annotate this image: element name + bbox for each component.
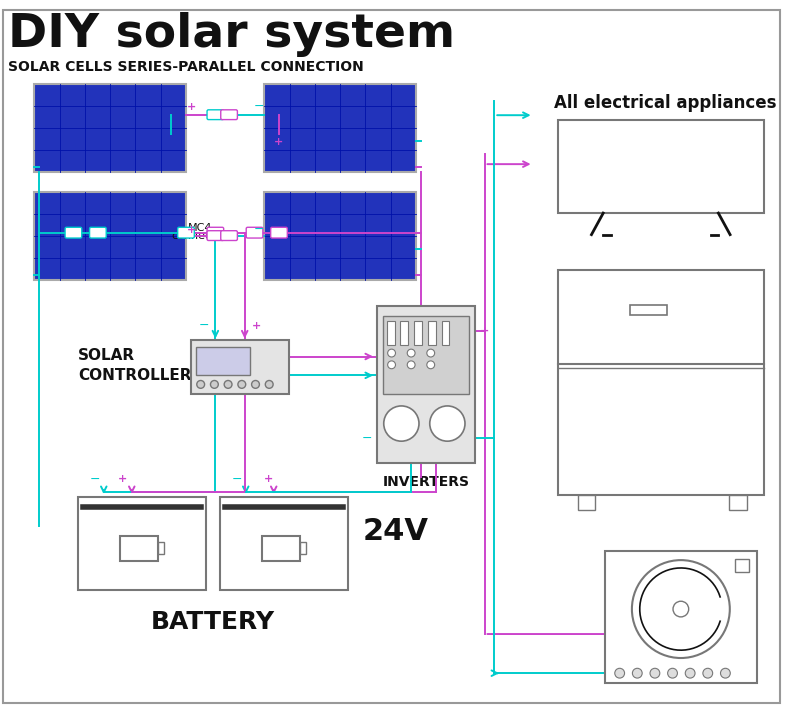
Text: +: + xyxy=(274,137,284,147)
FancyBboxPatch shape xyxy=(65,227,82,238)
Circle shape xyxy=(703,668,713,678)
Bar xyxy=(578,495,595,510)
Bar xyxy=(299,543,306,554)
Bar xyxy=(34,192,186,279)
Circle shape xyxy=(388,361,395,369)
Circle shape xyxy=(197,381,205,389)
Text: BATTERY: BATTERY xyxy=(151,610,275,634)
Circle shape xyxy=(632,560,730,658)
Bar xyxy=(735,559,749,573)
Bar xyxy=(264,84,416,172)
Circle shape xyxy=(266,381,273,389)
Bar xyxy=(158,543,165,554)
Bar xyxy=(220,497,347,590)
Text: connector: connector xyxy=(172,231,228,241)
Text: MC4: MC4 xyxy=(187,223,212,233)
Text: −: − xyxy=(198,319,209,332)
Text: +: + xyxy=(118,474,127,484)
Bar xyxy=(558,270,763,495)
Circle shape xyxy=(224,381,232,389)
Text: 24V: 24V xyxy=(362,517,428,545)
FancyBboxPatch shape xyxy=(207,227,224,238)
Bar xyxy=(264,192,416,279)
Circle shape xyxy=(668,668,678,678)
Circle shape xyxy=(407,361,415,369)
FancyBboxPatch shape xyxy=(207,110,224,120)
Bar xyxy=(262,535,299,561)
Bar xyxy=(414,321,422,345)
Circle shape xyxy=(686,668,695,678)
Bar xyxy=(400,321,408,345)
Circle shape xyxy=(251,381,259,389)
Bar xyxy=(442,321,450,345)
Circle shape xyxy=(388,349,395,357)
FancyBboxPatch shape xyxy=(221,110,238,120)
FancyBboxPatch shape xyxy=(246,227,263,238)
Bar xyxy=(428,321,436,345)
Circle shape xyxy=(238,381,246,389)
Text: −: − xyxy=(231,473,242,486)
Text: +: + xyxy=(252,321,261,331)
Bar xyxy=(34,84,186,172)
Bar xyxy=(196,347,250,374)
Text: All electrical appliances: All electrical appliances xyxy=(554,93,777,112)
Bar xyxy=(386,321,394,345)
Text: +: + xyxy=(264,474,274,484)
Bar xyxy=(558,120,763,213)
Text: DIY solar system: DIY solar system xyxy=(8,12,455,58)
Text: SOLAR CELLS SERIES-PARALLEL CONNECTION: SOLAR CELLS SERIES-PARALLEL CONNECTION xyxy=(8,61,363,74)
Bar xyxy=(730,495,747,510)
Text: −: − xyxy=(362,432,372,445)
Circle shape xyxy=(721,668,730,678)
Bar xyxy=(78,497,206,590)
FancyBboxPatch shape xyxy=(178,227,194,238)
FancyBboxPatch shape xyxy=(207,231,224,240)
Bar xyxy=(121,535,158,561)
Circle shape xyxy=(430,406,465,441)
Circle shape xyxy=(427,361,434,369)
Text: +: + xyxy=(187,225,197,235)
FancyBboxPatch shape xyxy=(90,227,106,238)
Text: −: − xyxy=(254,101,265,113)
Circle shape xyxy=(650,668,660,678)
Text: −: − xyxy=(254,223,265,236)
Bar xyxy=(630,305,667,315)
Circle shape xyxy=(427,349,434,357)
Bar xyxy=(605,551,757,683)
Text: +: + xyxy=(480,326,489,336)
Bar xyxy=(377,306,474,463)
FancyBboxPatch shape xyxy=(221,231,238,240)
Circle shape xyxy=(673,601,689,617)
Text: INVERTERS: INVERTERS xyxy=(382,476,470,489)
Text: +: + xyxy=(187,102,197,112)
Text: SOLAR
CONTROLLER: SOLAR CONTROLLER xyxy=(78,348,192,383)
FancyBboxPatch shape xyxy=(270,227,287,238)
Circle shape xyxy=(407,349,415,357)
Circle shape xyxy=(384,406,419,441)
Circle shape xyxy=(614,668,625,678)
Bar xyxy=(382,316,469,394)
Circle shape xyxy=(210,381,218,389)
Text: −: − xyxy=(90,473,100,486)
Circle shape xyxy=(632,668,642,678)
Bar xyxy=(191,340,289,394)
